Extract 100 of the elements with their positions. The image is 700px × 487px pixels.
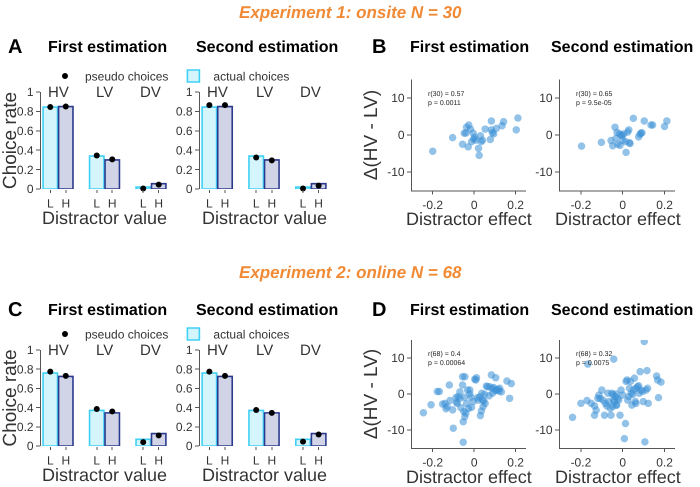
x-tick-label: 0.2 [507, 198, 524, 212]
legend-label: actual choices [213, 328, 290, 342]
y-tick-label: 0.4 [176, 400, 193, 415]
point [428, 148, 436, 156]
chart-title: First estimation [410, 302, 530, 319]
x-tick-label: L [140, 196, 147, 210]
annotation: LV [256, 342, 274, 359]
y-tick-label: 10 [539, 351, 553, 366]
x-tick-label: L [46, 453, 54, 468]
annotation: LV [96, 84, 114, 101]
point [448, 134, 456, 142]
x-tick-label: L [300, 196, 307, 210]
x-axis-title: Distractor value [42, 208, 168, 228]
point [488, 117, 496, 125]
x-tick-label: H [314, 196, 323, 210]
y-tick-label: 0 [186, 439, 193, 454]
x-tick-label: L [93, 196, 100, 210]
x-tick-label: 0 [470, 455, 478, 470]
y-tick-label: 0.2 [16, 162, 34, 177]
x-tick-label: H [154, 196, 164, 210]
y-axis-title: Δ(HV - LV) [361, 90, 382, 180]
text: Experiment 1: onsite N = 30 [239, 3, 462, 22]
y-tick-label: 10 [391, 91, 405, 106]
text: A [8, 36, 22, 58]
point [486, 136, 494, 144]
point [474, 144, 482, 152]
legend-label: pseudo choices [85, 70, 168, 84]
y-tick-label: 0 [26, 439, 34, 454]
x-tick-label: -0.2 [570, 455, 592, 470]
x-axis-title: Distractor value [202, 208, 328, 228]
point [464, 143, 472, 151]
point [500, 118, 508, 126]
x-tick-label: H [61, 196, 70, 210]
y-tick-label: 10 [391, 351, 405, 366]
annotation: HV [207, 342, 228, 359]
chart-title: Second estimation [196, 39, 338, 56]
x-tick-label: L [206, 196, 214, 210]
x-tick-label: L [93, 453, 100, 468]
x-tick-label: -0.2 [422, 198, 444, 212]
chart-title: Second estimation [196, 302, 338, 319]
x-tick-label: 0.2 [656, 198, 674, 212]
x-axis-title: Distractor effect [406, 467, 532, 487]
y-tick-label: 0.2 [176, 162, 193, 177]
point [492, 124, 500, 132]
y-tick-label: 0.2 [176, 420, 193, 434]
y-tick-label: 0.6 [176, 382, 193, 396]
point [578, 142, 586, 150]
y-tick-label: -10 [387, 423, 405, 438]
text: C [8, 299, 22, 321]
x-axis-title: Distractor value [202, 465, 328, 485]
x-axis-title: Distractor effect [406, 209, 532, 229]
y-tick-label: 0 [26, 182, 34, 196]
x-axis-title: Distractor effect [555, 467, 681, 487]
y-tick-label: 0 [546, 387, 553, 402]
y-tick-label: 1 [186, 85, 193, 100]
annotation: DV [140, 84, 161, 101]
point [512, 126, 520, 134]
point [458, 140, 466, 148]
annotation: LV [96, 342, 114, 359]
x-tick-label: H [108, 196, 117, 210]
y-tick-label: 0.6 [176, 124, 193, 138]
x-tick-label: H [61, 453, 70, 468]
annotation: HV [48, 84, 69, 101]
x-tick-label: L [140, 453, 147, 468]
y-tick-label: 0.6 [16, 382, 34, 396]
chart-title: First estimation [410, 39, 530, 56]
y-tick-label: 10 [539, 91, 553, 106]
text: B [372, 36, 386, 58]
y-tick-label: 0 [398, 387, 405, 402]
y-tick-label: 0.4 [176, 143, 193, 158]
x-tick-label: 0.2 [507, 455, 524, 470]
annotation: HV [48, 342, 69, 359]
x-tick-label: -0.2 [422, 455, 444, 470]
x-tick-label: H [267, 196, 276, 210]
x-tick-label: H [220, 196, 230, 210]
x-tick-label: 0 [619, 198, 626, 212]
x-tick-label: H [220, 453, 230, 468]
y-tick-label: 0.8 [16, 104, 34, 119]
y-tick-label: -10 [535, 165, 553, 180]
annotation: DV [300, 84, 321, 101]
x-tick-label: L [300, 453, 307, 468]
x-tick-label: L [252, 453, 260, 468]
y-tick-label: 1 [26, 85, 34, 100]
y-tick-label: 0 [546, 128, 553, 142]
point [622, 148, 630, 156]
x-tick-label: 0 [470, 198, 478, 212]
x-tick-label: H [314, 453, 323, 468]
chart-title: First estimation [48, 302, 168, 319]
point [640, 117, 648, 125]
y-tick-label: 0.4 [16, 143, 34, 158]
y-tick-label: 0.4 [16, 400, 34, 415]
point [514, 114, 522, 122]
legend-label: pseudo choices [85, 328, 168, 342]
x-tick-label: 0.2 [656, 455, 674, 470]
annotation: DV [140, 342, 161, 359]
y-tick-label: 0 [186, 182, 193, 196]
x-tick-label: -0.2 [570, 198, 592, 212]
annotation: DV [300, 342, 321, 359]
chart-title: First estimation [48, 39, 168, 56]
x-tick-label: L [252, 196, 260, 210]
